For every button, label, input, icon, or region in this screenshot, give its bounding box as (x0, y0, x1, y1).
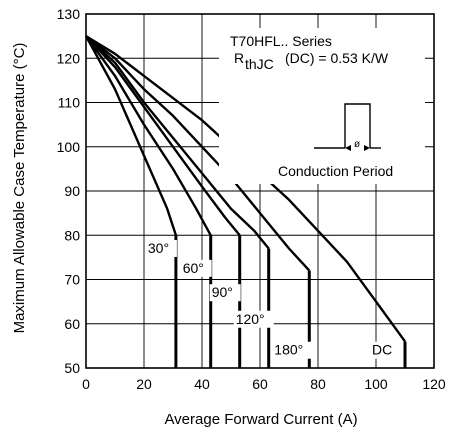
curve-label: 30° (148, 240, 169, 256)
inset-label: Conduction Period (278, 163, 393, 179)
inset-arrow-left (345, 145, 351, 151)
annotation-background (219, 28, 425, 184)
x-tick-labels: 0 20 40 60 80 100 120 (82, 376, 446, 392)
y-tick-label: 50 (64, 360, 80, 376)
y-tick-labels: 50 60 70 80 90 100 110 120 130 (57, 6, 81, 376)
curve-labels: 30° 60° 90°120° 180° DC (145, 239, 392, 359)
curve-90deg (85, 35, 241, 237)
y-tick-label: 60 (64, 316, 80, 332)
y-tick-label: 120 (57, 50, 81, 66)
x-tick-label: 0 (82, 376, 90, 392)
curve-60deg (85, 35, 212, 236)
curve-label: DC (372, 342, 392, 358)
y-tick-label: 100 (57, 139, 81, 155)
curve-label: 120° (236, 311, 265, 327)
curve-label-bg (272, 341, 313, 359)
rth-subscript: thJC (245, 56, 274, 72)
inset-pulse (344, 103, 371, 148)
curve-label-bg (145, 239, 177, 257)
conduction-period-diagram: ø (314, 103, 381, 151)
x-tick-label: 60 (252, 376, 268, 392)
curve-label-bg (233, 310, 274, 328)
curve-120deg (85, 35, 270, 250)
inset-arrow-right (364, 145, 370, 151)
curve-label-bg (370, 341, 392, 359)
curve-label: 90° (212, 284, 233, 300)
plot-frame (85, 13, 435, 369)
y-axis-label: Maximum Allowable Case Temperature (°C) (11, 43, 28, 334)
rth-prefix: R (234, 50, 244, 66)
y-tick-label: 80 (64, 227, 80, 243)
curve-label: 60° (183, 260, 204, 276)
inset-phase-symbol: ø (354, 139, 360, 150)
x-tick-label: 120 (422, 376, 446, 392)
curve-label-bg (180, 259, 212, 277)
curve-180deg (85, 35, 311, 272)
x-axis-label: Average Forward Current (A) (164, 411, 357, 428)
y-tick-label: 130 (57, 6, 81, 22)
x-tick-label: 20 (136, 376, 152, 392)
y-tick-label: 90 (64, 183, 80, 199)
curve-label-bg (209, 284, 241, 302)
x-tick-label: 40 (194, 376, 210, 392)
curve-30deg (84, 35, 178, 236)
y-tick-label: 110 (58, 95, 81, 111)
curve-label: 180° (274, 342, 303, 358)
rth-value: (DC) = 0.53 K/W (285, 50, 389, 66)
series-note: T70HFL.. Series (230, 33, 332, 49)
y-tick-label: 70 (64, 272, 80, 288)
x-tick-label: 80 (310, 376, 326, 392)
x-tick-label: 100 (364, 376, 388, 392)
